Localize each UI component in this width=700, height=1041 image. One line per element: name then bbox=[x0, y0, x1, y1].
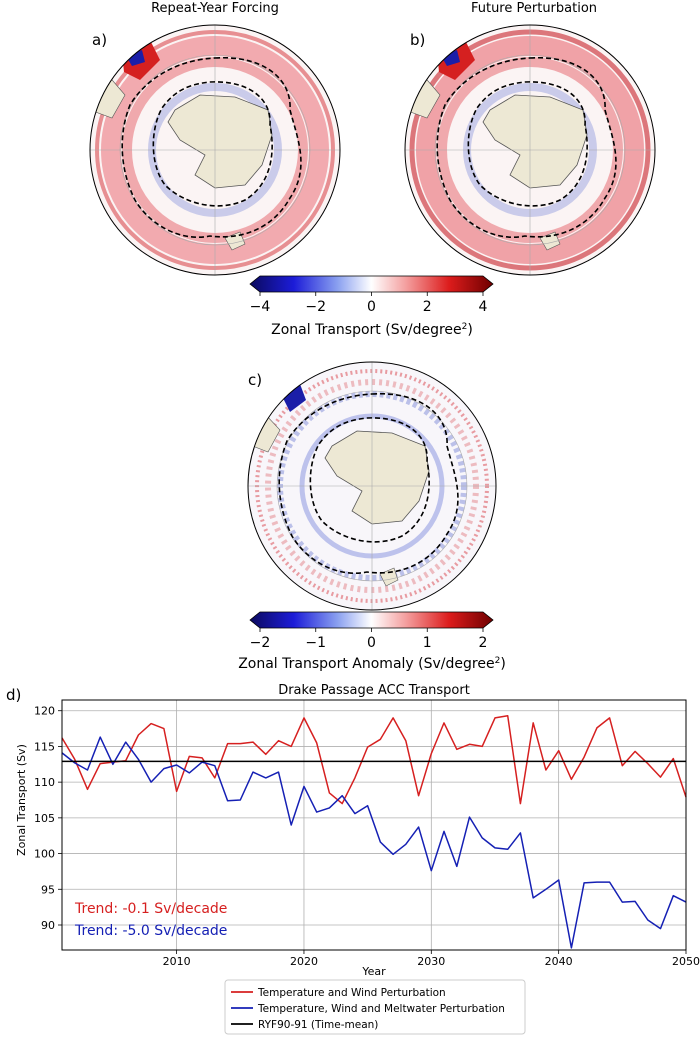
trend-annotation-red: Trend: -0.1 Sv/decade bbox=[74, 901, 227, 917]
y-tick-label: 120 bbox=[34, 705, 55, 718]
cb-anomaly-tick-label: 1 bbox=[423, 635, 432, 651]
map-title-b: Future Perturbation bbox=[471, 1, 597, 16]
cb-transport-tick-label: 0 bbox=[367, 299, 376, 315]
x-tick-label: 2020 bbox=[290, 955, 318, 968]
colorbar-transport: −4 −2 0 2 4 Zonal Transport (Sv/degree2) bbox=[249, 275, 494, 338]
x-tick-label: 2050 bbox=[672, 955, 700, 968]
map-panel-a: a) Repeat-Year Forcing bbox=[89, 1, 341, 276]
map-panel-b: b) Future Perturbation bbox=[404, 1, 656, 276]
x-tick-label: 2040 bbox=[545, 955, 573, 968]
y-tick-label: 110 bbox=[34, 776, 55, 789]
chart-title: Drake Passage ACC Transport bbox=[278, 683, 470, 698]
y-axis-label: Zonal Transport (Sv) bbox=[15, 744, 28, 856]
legend-label-red: Temperature and Wind Perturbation bbox=[257, 987, 446, 999]
y-tick-label: 95 bbox=[41, 883, 55, 896]
cb-anomaly-tick-label: 2 bbox=[479, 635, 488, 651]
legend-label-black: RYF90-91 (Time-mean) bbox=[258, 1019, 378, 1031]
y-tick-label: 105 bbox=[34, 812, 55, 825]
cb-transport-tick-label: 2 bbox=[423, 299, 432, 315]
panel-letter-c: c) bbox=[248, 371, 262, 389]
map-panel-c: c) bbox=[247, 361, 497, 611]
series-temp-wind-meltwater-line bbox=[61, 736, 687, 949]
y-tick-label: 90 bbox=[41, 919, 55, 932]
panel-letter-a: a) bbox=[92, 31, 107, 49]
cb-transport-tick-label: −2 bbox=[305, 299, 326, 315]
y-tick-label: 100 bbox=[34, 848, 55, 861]
trend-annotation-blue: Trend: -5.0 Sv/decade bbox=[74, 923, 227, 939]
cb-transport-tick-label: −4 bbox=[250, 299, 271, 315]
colorbar-anomaly-label: Zonal Transport Anomaly (Sv/degree2) bbox=[238, 656, 506, 672]
x-axis-label: Year bbox=[361, 965, 386, 978]
cb-anomaly-tick-label: −1 bbox=[305, 635, 326, 651]
colorbar-transport-label: Zonal Transport (Sv/degree2) bbox=[271, 322, 473, 338]
legend: Temperature and Wind Perturbation Temper… bbox=[224, 979, 526, 1035]
legend-box bbox=[224, 979, 526, 1035]
y-tick-label: 115 bbox=[34, 740, 55, 753]
line-chart-d: d) Drake Passage ACC Transport Year Zona… bbox=[6, 683, 700, 978]
plot-frame bbox=[61, 699, 687, 951]
panel-letter-d: d) bbox=[6, 686, 21, 704]
cb-anomaly-tick-label: −2 bbox=[250, 635, 271, 651]
cb-anomaly-tick-label: 0 bbox=[367, 635, 376, 651]
x-tick-label: 2030 bbox=[417, 955, 445, 968]
colorbar-anomaly: −2 −1 0 1 2 Zonal Transport Anomaly (Sv/degr… bbox=[238, 611, 506, 672]
map-title-a: Repeat-Year Forcing bbox=[151, 1, 279, 16]
cb-transport-tick-label: 4 bbox=[479, 299, 488, 315]
legend-label-blue: Temperature, Wind and Meltwater Perturba… bbox=[257, 1003, 505, 1015]
series-temp-wind-line bbox=[61, 714, 687, 805]
panel-letter-b: b) bbox=[410, 31, 425, 49]
x-tick-label: 2010 bbox=[163, 955, 191, 968]
